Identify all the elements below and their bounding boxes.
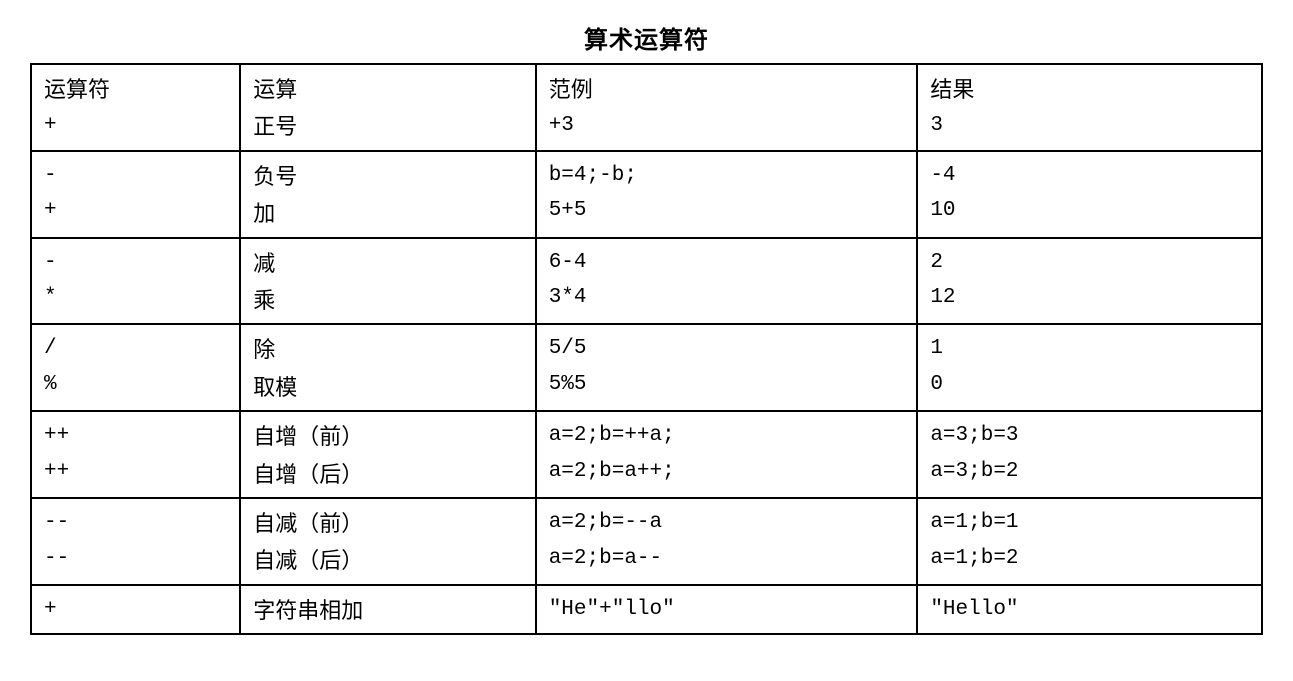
operation-cell: 减乘 (240, 238, 535, 325)
example-cell: a=2;b=++a;a=2;b=a++; (536, 411, 918, 498)
table-row: + 字符串相加 "He"+"llo" "Hello" (31, 585, 1262, 634)
example-cell-value: a=2;b=++a; (549, 418, 905, 454)
operation-cell-value: 自减（前） (253, 505, 522, 542)
operation-cell: 运算正号 (240, 64, 535, 151)
example-cell-value: 3*4 (549, 280, 905, 316)
operation-cell-value: 字符串相加 (253, 592, 522, 629)
result-cell: 10 (917, 324, 1262, 411)
result-cell-value: 10 (930, 193, 1249, 229)
example-cell-value: a=2;b=a-- (549, 541, 905, 577)
operation-cell-value: 运算 (253, 71, 522, 108)
result-cell-value: a=3;b=3 (930, 418, 1249, 454)
page-title: 算术运算符 (30, 20, 1263, 55)
result-cell-value: 2 (930, 245, 1249, 281)
operator-cell: ++++ (31, 411, 240, 498)
example-cell-value: a=2;b=--a (549, 505, 905, 541)
example-cell: a=2;b=--aa=2;b=a-- (536, 498, 918, 585)
example-cell-value: "He"+"llo" (549, 592, 905, 628)
operation-cell-value: 除 (253, 331, 522, 368)
result-cell-value: 3 (930, 108, 1249, 144)
example-cell: b=4;-b;5+5 (536, 151, 918, 238)
table-row: /%除取模5/55%510 (31, 324, 1262, 411)
example-cell-value: 范例 (549, 71, 905, 108)
example-cell: 6-43*4 (536, 238, 918, 325)
table-row: 运算符+运算正号范例+3结果3 (31, 64, 1262, 151)
example-cell-value: 6-4 (549, 245, 905, 281)
operation-cell-value: 自减（后） (253, 542, 522, 579)
operators-table: 运算符+运算正号范例+3结果3-+负号加b=4;-b;5+5-410-*减乘6-… (30, 63, 1263, 635)
result-cell: -410 (917, 151, 1262, 238)
operation-cell-value: 自增（后） (253, 456, 522, 493)
example-cell-value: 5/5 (549, 331, 905, 367)
operator-cell: -+ (31, 151, 240, 238)
result-cell-value: a=1;b=1 (930, 505, 1249, 541)
example-cell: 5/55%5 (536, 324, 918, 411)
table-row: ----自减（前）自减（后）a=2;b=--aa=2;b=a--a=1;b=1a… (31, 498, 1262, 585)
example-cell-value: 5%5 (549, 367, 905, 403)
result-cell: a=3;b=3a=3;b=2 (917, 411, 1262, 498)
example-cell-value: a=2;b=a++; (549, 454, 905, 490)
operator-cell: + (31, 585, 240, 634)
result-cell: a=1;b=1a=1;b=2 (917, 498, 1262, 585)
operator-cell-value: ++ (44, 418, 227, 454)
operation-cell-value: 乘 (253, 282, 522, 319)
operator-cell-value: 运算符 (44, 71, 227, 108)
operator-cell-value: - (44, 158, 227, 194)
result-cell-value: 1 (930, 331, 1249, 367)
operator-cell: ---- (31, 498, 240, 585)
operator-cell-value: -- (44, 541, 227, 577)
operation-cell-value: 自增（前） (253, 418, 522, 455)
table-row: ++++自增（前）自增（后）a=2;b=++a;a=2;b=a++;a=3;b=… (31, 411, 1262, 498)
operator-cell-value: -- (44, 505, 227, 541)
operation-cell-value: 负号 (253, 158, 522, 195)
operator-cell: /% (31, 324, 240, 411)
result-cell-value: -4 (930, 158, 1249, 194)
table-row: -+负号加b=4;-b;5+5-410 (31, 151, 1262, 238)
operation-cell-value: 正号 (253, 108, 522, 145)
operator-cell-value: - (44, 245, 227, 281)
operator-cell-value: * (44, 280, 227, 316)
example-cell-value: b=4;-b; (549, 158, 905, 194)
operation-cell-value: 加 (253, 195, 522, 232)
operator-cell-value: + (44, 193, 227, 229)
example-cell: "He"+"llo" (536, 585, 918, 634)
result-cell: 212 (917, 238, 1262, 325)
operation-cell: 自增（前）自增（后） (240, 411, 535, 498)
operation-cell: 除取模 (240, 324, 535, 411)
example-cell: 范例+3 (536, 64, 918, 151)
operator-cell-value: / (44, 331, 227, 367)
result-cell-value: "Hello" (930, 592, 1249, 628)
operator-cell-value: + (44, 108, 227, 144)
result-cell-value: 12 (930, 280, 1249, 316)
operator-cell-value: % (44, 367, 227, 403)
operator-cell-value: ++ (44, 454, 227, 490)
operation-cell: 自减（前）自减（后） (240, 498, 535, 585)
example-cell-value: +3 (549, 108, 905, 144)
operator-cell: 运算符+ (31, 64, 240, 151)
operator-cell-value: + (44, 592, 227, 628)
operation-cell-value: 减 (253, 245, 522, 282)
operation-cell: 字符串相加 (240, 585, 535, 634)
result-cell: "Hello" (917, 585, 1262, 634)
result-cell-value: a=1;b=2 (930, 541, 1249, 577)
result-cell-value: a=3;b=2 (930, 454, 1249, 490)
operation-cell: 负号加 (240, 151, 535, 238)
operation-cell-value: 取模 (253, 369, 522, 406)
result-cell: 结果3 (917, 64, 1262, 151)
operator-cell: -* (31, 238, 240, 325)
table-row: -*减乘6-43*4212 (31, 238, 1262, 325)
example-cell-value: 5+5 (549, 193, 905, 229)
result-cell-value: 结果 (930, 71, 1249, 108)
result-cell-value: 0 (930, 367, 1249, 403)
